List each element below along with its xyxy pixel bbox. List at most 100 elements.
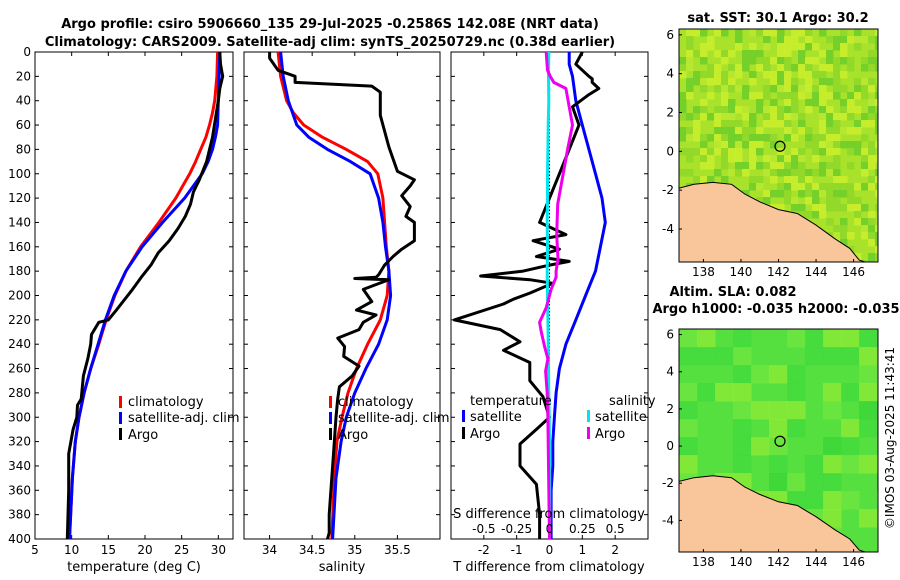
- map-cell: [798, 162, 806, 170]
- map-cell: [679, 92, 687, 100]
- map-cell: [721, 127, 729, 135]
- map-cell: [693, 134, 701, 142]
- map-cell: [697, 347, 716, 366]
- map-cell: [819, 106, 827, 114]
- series-line-s-argo: [538, 52, 574, 539]
- map-cell: [679, 113, 687, 121]
- map-cell: [756, 134, 764, 142]
- map-cell: [749, 155, 757, 163]
- map-cell: [841, 347, 860, 366]
- map-cell: [749, 176, 757, 184]
- map-cell: [763, 113, 771, 121]
- series-line-argo: [268, 52, 416, 539]
- map-cell: [875, 92, 878, 100]
- map-cell: [840, 57, 848, 65]
- map-cell: [763, 106, 771, 114]
- map-cell: [868, 120, 876, 128]
- x-tick-label: 35: [347, 543, 362, 557]
- map-cell: [742, 127, 750, 135]
- map-cell: [693, 78, 701, 86]
- map-cell: [798, 92, 806, 100]
- map-cell: [679, 169, 687, 177]
- x-tick-label: -2: [478, 543, 490, 557]
- y-tick-label: 0: [23, 45, 31, 59]
- map-cell: [861, 218, 869, 226]
- map-cell: [749, 162, 757, 170]
- map-cell: [841, 329, 860, 348]
- map-cell: [791, 99, 799, 107]
- map-cell: [861, 64, 869, 72]
- map-cell: [819, 134, 827, 142]
- map-cell: [742, 64, 750, 72]
- map-cell: [697, 383, 716, 402]
- map-cell: [854, 253, 862, 261]
- main-title-line1: Argo profile: csiro 5906660_135 29-Jul-2…: [61, 17, 599, 32]
- map-cell: [686, 92, 694, 100]
- map-cell: [735, 120, 743, 128]
- x-tick-label: 34: [262, 543, 277, 557]
- map-cell: [847, 141, 855, 149]
- map-cell: [875, 113, 878, 121]
- y-tick-label: 120: [8, 191, 31, 205]
- map-cell: [700, 113, 708, 121]
- map-cell: [733, 437, 752, 456]
- map-cell: [875, 169, 878, 177]
- map-cell: [875, 176, 878, 184]
- y-tick-label: 140: [8, 215, 31, 229]
- map-cell: [833, 57, 841, 65]
- map-cell: [784, 197, 792, 205]
- y-tick-label: 340: [8, 459, 31, 473]
- map-cell: [861, 169, 869, 177]
- map-y-tick-label: 6: [666, 328, 674, 342]
- map-cell: [742, 106, 750, 114]
- map-cell: [679, 148, 687, 156]
- map-cell: [728, 127, 736, 135]
- map-cell: [854, 29, 862, 37]
- map-cell: [798, 127, 806, 135]
- map-cell: [770, 162, 778, 170]
- map-cell: [805, 347, 824, 366]
- map-cell: [798, 190, 806, 198]
- map-cell: [875, 36, 878, 44]
- map-cell: [854, 78, 862, 86]
- map-cell: [833, 232, 841, 240]
- map-cell: [841, 455, 860, 474]
- map-cell: [700, 106, 708, 114]
- map-cell: [721, 120, 729, 128]
- map-cell: [798, 183, 806, 191]
- map-cell: [787, 419, 806, 438]
- legend-swatch-argo: [329, 428, 332, 440]
- map-cell: [861, 183, 869, 191]
- map-cell: [854, 197, 862, 205]
- map-cell: [777, 50, 785, 58]
- map-cell: [798, 169, 806, 177]
- difference-panel: -2 -1 0 1 2 T difference from climatology S …: [450, 51, 656, 575]
- map-x-tick-label: 144: [805, 555, 828, 569]
- map-cell: [733, 383, 752, 402]
- map-cell: [742, 50, 750, 58]
- map-cell: [833, 120, 841, 128]
- map-cell: [854, 148, 862, 156]
- map-cell: [868, 183, 876, 191]
- legend-label-climatology: climatology: [338, 395, 414, 410]
- map-cell: [826, 57, 834, 65]
- y-tick-label: 260: [8, 362, 31, 376]
- map-cell: [854, 141, 862, 149]
- map-cell: [840, 99, 848, 107]
- map-cell: [798, 211, 806, 219]
- map-cell: [770, 99, 778, 107]
- map-cell: [777, 57, 785, 65]
- map-cell: [805, 455, 824, 474]
- map-cell: [715, 347, 734, 366]
- map-cell: [686, 43, 694, 51]
- map-cell: [833, 225, 841, 233]
- salinity-panel: 34 34.5 35 35.5 salinity climatology satell…: [243, 51, 450, 575]
- map-cell: [763, 64, 771, 72]
- map-cell: [707, 148, 715, 156]
- temperature-legend: climatology satellite-adj. clim Argo: [119, 395, 240, 443]
- map-cell: [735, 127, 743, 135]
- map-cell: [826, 50, 834, 58]
- map-cell: [826, 64, 834, 72]
- map-cell: [787, 329, 806, 348]
- map-cell: [833, 148, 841, 156]
